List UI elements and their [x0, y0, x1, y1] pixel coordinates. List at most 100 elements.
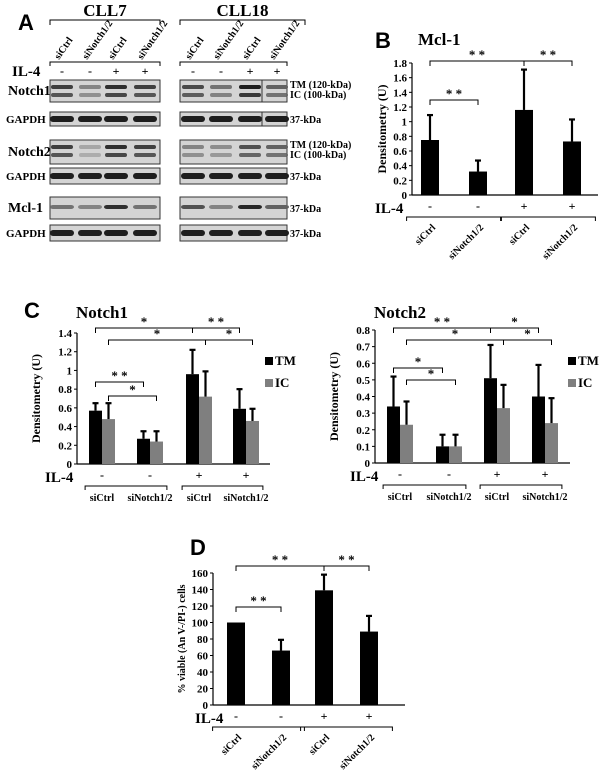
y-tick-label: 0 — [203, 700, 209, 712]
y-tick-label: 0.6 — [58, 403, 72, 415]
category-label: siNotch1/2 — [250, 732, 290, 772]
il4-label: IL-4 — [195, 711, 224, 727]
protein-band — [79, 153, 101, 157]
y-tick-label: 80 — [197, 634, 209, 646]
bar — [360, 631, 378, 705]
il4-sign: + — [196, 468, 203, 482]
significance-bracket — [192, 327, 240, 333]
y-tick-label: 0.1 — [356, 441, 370, 453]
bar — [186, 374, 199, 464]
y-tick-label: 0.6 — [356, 358, 370, 370]
category-label: siCtrl — [90, 493, 115, 504]
protein-band — [265, 205, 289, 209]
y-tick-label: 1.2 — [393, 102, 407, 114]
significance-marker: * * — [434, 314, 450, 329]
il4-sign: - — [88, 64, 92, 78]
y-tick-label: 1 — [402, 117, 408, 129]
chart-mcl-1: B Mcl-1 0 0.2 0.4 0.6 0.8 1 1.2 1.4 1.6 1.8 Densitom… — [375, 28, 598, 262]
il4-sign: - — [100, 468, 104, 482]
bar — [102, 419, 115, 464]
significance-bracket — [49, 19, 161, 25]
protein-band — [239, 93, 261, 97]
bar — [315, 590, 333, 705]
protein-band — [104, 230, 128, 236]
lane-label: siCtrl — [106, 35, 129, 62]
category-label: siNotch1/2 — [447, 222, 487, 262]
y-tick-label: 0.8 — [393, 131, 407, 143]
y-tick-label: 0.7 — [356, 342, 370, 354]
significance-marker: * * — [446, 86, 462, 101]
bar — [246, 420, 259, 464]
protein-band — [239, 85, 261, 89]
protein-band — [104, 205, 128, 209]
y-tick-label: 60 — [197, 651, 209, 663]
significance-bracket — [503, 339, 552, 345]
protein-band — [239, 153, 261, 157]
il4-sign: + — [113, 64, 120, 78]
molecular-weight-label: 37-kDa — [290, 229, 321, 240]
protein-band — [266, 153, 288, 157]
bar — [449, 446, 462, 463]
legend-label: TM — [578, 353, 599, 368]
y-tick-label: 0 — [365, 458, 371, 470]
significance-bracket — [108, 395, 157, 401]
protein-band — [105, 153, 127, 157]
significance-bracket — [523, 60, 573, 66]
protein-band — [78, 205, 102, 209]
protein-band — [181, 116, 205, 122]
bar — [421, 140, 439, 195]
category-label: siNotch1/2 — [224, 493, 269, 504]
protein-band — [134, 93, 156, 97]
y-tick-label: 0.2 — [58, 440, 72, 452]
lane-label: siNotch1/2 — [267, 19, 302, 62]
panel-a-letter: A — [18, 10, 34, 35]
il4-sign: + — [247, 64, 254, 78]
significance-marker: * * — [540, 47, 556, 62]
chart-title: Notch2 — [374, 303, 426, 322]
y-tick-label: 0 — [402, 190, 408, 202]
y-tick-label: 120 — [192, 601, 209, 613]
il4-sign: - — [148, 468, 152, 482]
il4-sign: - — [279, 709, 283, 723]
chart-title: Notch1 — [76, 303, 128, 322]
significance-marker: * — [415, 354, 422, 369]
chart-viability: D 0 20 40 60 80 100 120 140 160 % viable (An V-/PI… — [177, 535, 405, 772]
protein-band — [182, 145, 204, 149]
protein-band — [181, 205, 205, 209]
il4-label: IL-4 — [350, 469, 379, 485]
il4-sign: + — [274, 64, 281, 78]
cell-line-label: CLL18 — [217, 1, 269, 20]
il4-sign: + — [366, 709, 373, 723]
molecular-weight-label: 37-kDa — [290, 172, 321, 183]
molecular-weight-label: IC (100-kDa) — [290, 150, 346, 161]
y-tick-label: 0.8 — [356, 325, 370, 337]
protein-band — [51, 145, 73, 149]
legend-label: IC — [275, 375, 289, 390]
protein-band — [133, 205, 157, 209]
protein-band — [104, 173, 128, 179]
blot-row-label: GAPDH — [6, 171, 46, 183]
lane-label: siCtrl — [52, 35, 75, 62]
protein-band — [209, 205, 233, 209]
protein-band — [266, 85, 288, 89]
significance-bracket — [179, 61, 288, 66]
y-tick-label: 0.3 — [356, 408, 370, 420]
molecular-weight-label: TM (120-kDa) — [290, 140, 351, 151]
significance-marker: * — [511, 314, 518, 329]
il4-sign: - — [60, 64, 64, 78]
bar — [199, 396, 212, 464]
bar — [515, 109, 533, 195]
significance-marker: * * — [338, 552, 354, 567]
protein-band — [239, 145, 261, 149]
y-tick-label: 0.8 — [58, 384, 72, 396]
protein-band — [78, 173, 102, 179]
il4-sign: + — [243, 468, 250, 482]
protein-band — [134, 153, 156, 157]
lane-label: siNotch1/2 — [135, 19, 170, 62]
y-tick-label: 0.5 — [356, 375, 370, 387]
il4-sign: + — [494, 467, 501, 481]
il4-sign: + — [321, 709, 328, 723]
significance-bracket — [95, 381, 144, 387]
category-label: siCtrl — [219, 732, 244, 757]
protein-band — [78, 116, 102, 122]
